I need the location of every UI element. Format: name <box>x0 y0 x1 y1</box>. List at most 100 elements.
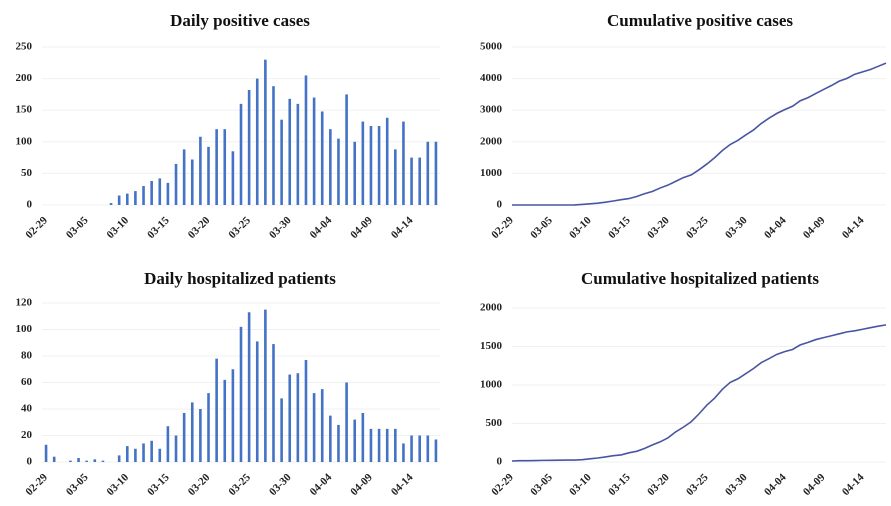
bar <box>85 460 88 462</box>
y-tick-label: 100 <box>16 323 33 335</box>
bar <box>134 191 137 205</box>
x-tick-label: 04-09 <box>801 214 828 241</box>
bar <box>410 435 413 462</box>
bar <box>353 419 357 462</box>
x-tick-label: 03-05 <box>528 471 555 498</box>
bar <box>223 379 227 462</box>
y-tick-label: 120 <box>16 297 33 309</box>
x-tick-label: 03-20 <box>186 471 213 498</box>
bar <box>158 448 162 462</box>
panel: Daily positive cases 0 50 100 150 200 250 02-29… <box>16 11 440 241</box>
bar <box>345 94 348 205</box>
bar <box>296 373 300 462</box>
bar <box>312 97 316 205</box>
x-tick-label: 04-04 <box>762 471 789 498</box>
x-tick-label: 03-30 <box>267 214 294 241</box>
line <box>512 62 887 206</box>
x-tick-label: 03-25 <box>226 214 253 241</box>
bar <box>320 389 324 462</box>
bar <box>239 103 243 205</box>
chart-title: Daily hospitalized patients <box>144 269 336 288</box>
x-tick-label: 04-09 <box>801 471 828 498</box>
bar <box>77 458 80 462</box>
bar <box>109 203 113 205</box>
bar <box>142 186 145 205</box>
bar <box>312 393 316 462</box>
bar <box>158 178 162 205</box>
bar <box>125 193 129 205</box>
bar <box>199 409 202 462</box>
y-tick-label: 0 <box>497 199 503 211</box>
x-tick-label: 03-25 <box>684 214 711 241</box>
x-tick-label: 03-15 <box>606 214 633 241</box>
bar <box>231 369 235 462</box>
bar <box>134 448 137 462</box>
bar <box>280 398 283 462</box>
y-tick-label: 1000 <box>480 167 503 179</box>
x-tick-label: 03-10 <box>105 471 132 498</box>
x-tick-label: 03-25 <box>226 471 253 498</box>
x-tick-label: 03-05 <box>64 471 91 498</box>
y-tick-label: 20 <box>21 429 33 441</box>
x-tick-label: 02-29 <box>23 471 50 498</box>
bar <box>174 163 178 205</box>
bar <box>337 424 340 462</box>
bar <box>166 182 170 205</box>
bar <box>255 78 259 205</box>
bar <box>369 428 373 462</box>
bar <box>337 138 340 205</box>
x-tick-label: 03-20 <box>645 471 672 498</box>
bar <box>247 312 251 462</box>
x-tick-label: 04-14 <box>389 214 416 241</box>
bar <box>223 129 227 205</box>
x-tick-label: 03-30 <box>723 471 750 498</box>
x-tick-label: 04-04 <box>762 214 789 241</box>
bar <box>394 428 397 462</box>
bar <box>434 439 438 462</box>
bar <box>52 456 56 462</box>
y-tick-label: 500 <box>486 417 503 429</box>
x-tick-label: 04-04 <box>308 214 335 241</box>
bar <box>418 157 421 205</box>
bar <box>182 412 186 462</box>
x-tick-label: 03-05 <box>528 214 555 241</box>
y-tick-label: 250 <box>16 41 33 53</box>
bar <box>101 460 105 462</box>
bar <box>288 374 292 462</box>
bar <box>361 412 365 462</box>
y-tick-label: 50 <box>21 167 33 179</box>
x-tick-label: 03-30 <box>267 471 294 498</box>
y-tick-label: 4000 <box>480 72 503 84</box>
bar <box>369 126 373 205</box>
bar <box>69 460 72 462</box>
bar <box>345 382 348 462</box>
bar <box>410 157 413 205</box>
bar <box>207 393 210 462</box>
y-tick-label: 1000 <box>480 379 503 391</box>
x-tick-label: 03-25 <box>684 471 711 498</box>
x-tick-label: 03-10 <box>567 214 594 241</box>
bar <box>296 103 300 205</box>
x-tick-label: 03-20 <box>186 214 213 241</box>
y-tick-label: 200 <box>16 72 33 84</box>
bar <box>215 129 218 205</box>
bar <box>150 440 153 462</box>
chart-title: Cumulative hospitalized patients <box>581 269 819 288</box>
y-tick-label: 3000 <box>480 104 503 116</box>
bar <box>304 75 308 205</box>
bar <box>215 358 218 462</box>
bar <box>166 426 170 462</box>
bar <box>117 195 121 205</box>
x-tick-label: 02-29 <box>489 471 516 498</box>
x-tick-label: 03-05 <box>64 214 91 241</box>
y-tick-label: 150 <box>16 104 33 116</box>
bar <box>385 117 389 205</box>
y-tick-label: 0 <box>27 456 33 468</box>
bar <box>93 459 97 462</box>
x-tick-label: 02-29 <box>489 214 516 241</box>
x-tick-label: 03-15 <box>606 471 633 498</box>
panel: Daily hospitalized patients 0 20 40 60 80 100 1… <box>16 269 440 498</box>
panel: Cumulative hospitalized patients 0 500 1000… <box>480 269 887 498</box>
bar <box>377 126 381 205</box>
bar <box>125 446 129 462</box>
